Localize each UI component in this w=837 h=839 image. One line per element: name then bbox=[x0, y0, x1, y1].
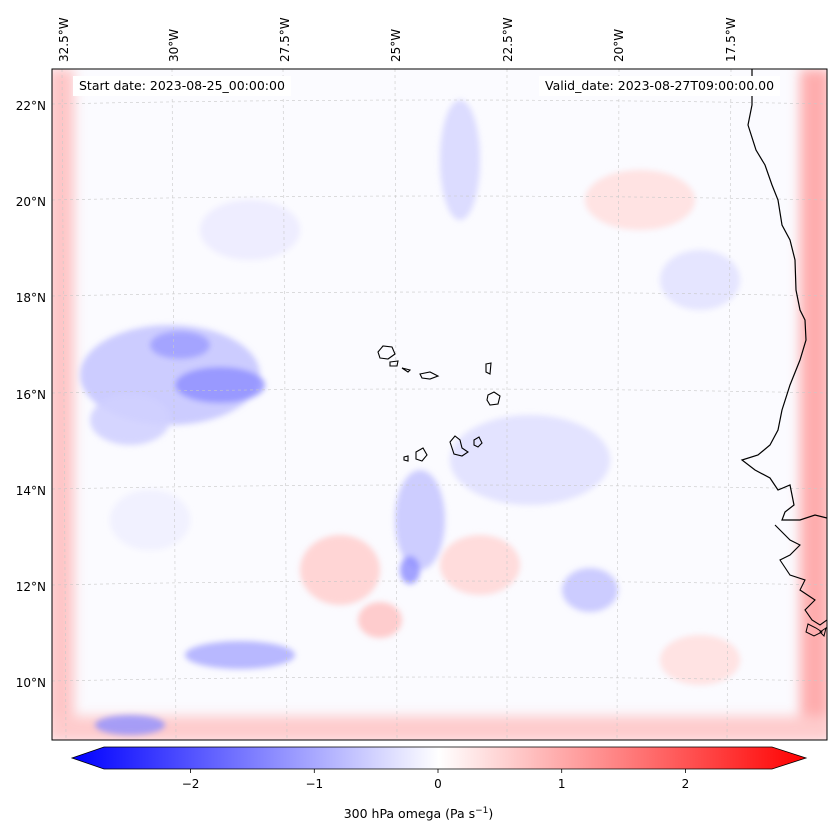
longitude-labels: 32.5°W 30°W 27.5°W 25°W 22.5°W 20°W 17.5… bbox=[57, 17, 738, 62]
lat-label: 10°N bbox=[16, 676, 46, 690]
colorbar: −2 −1 0 1 2 bbox=[70, 746, 808, 791]
colorbar-tick-label: −1 bbox=[305, 777, 323, 791]
latitude-labels: 22°N 20°N 18°N 16°N 14°N 12°N 10°N bbox=[16, 99, 46, 690]
africa-coastline bbox=[740, 69, 827, 521]
lon-label: 22.5°W bbox=[501, 17, 515, 62]
lat-label: 14°N bbox=[16, 484, 46, 498]
lon-label: 32.5°W bbox=[57, 17, 71, 62]
lon-label: 25°W bbox=[389, 29, 403, 62]
omega-field bbox=[52, 69, 827, 740]
lat-label: 18°N bbox=[16, 291, 46, 305]
colorbar-tick-label: 2 bbox=[682, 777, 690, 791]
lat-label: 20°N bbox=[16, 195, 46, 209]
colorbar-label-close: ) bbox=[488, 806, 494, 822]
start-date-label: Start date: 2023-08-25_00:00:00 bbox=[73, 76, 291, 96]
lon-label: 30°W bbox=[167, 29, 181, 62]
colorbar-tick-label: −2 bbox=[182, 777, 200, 791]
colorbar-label-text: 300 hPa omega (Pa s bbox=[343, 806, 476, 822]
lat-label: 16°N bbox=[16, 388, 46, 402]
lon-label: 20°W bbox=[612, 29, 626, 62]
valid-date-label: Valid_date: 2023-08-27T09:00:00.00 bbox=[539, 76, 781, 96]
lon-label: 27.5°W bbox=[278, 17, 292, 62]
colorbar-tick-label: 0 bbox=[434, 777, 442, 791]
colorbar-strip bbox=[70, 746, 808, 770]
lat-label: 22°N bbox=[16, 99, 46, 113]
map-frame bbox=[51, 68, 828, 741]
colorbar-ticks: −2 −1 0 1 2 bbox=[182, 769, 689, 791]
graticule bbox=[52, 69, 827, 740]
colorbar-label-unit-exponent: −1 bbox=[475, 806, 489, 816]
lat-label: 12°N bbox=[16, 580, 46, 594]
cape-verde-islands bbox=[377, 345, 501, 462]
colorbar-tick-label: 1 bbox=[558, 777, 566, 791]
lon-label: 17.5°W bbox=[724, 17, 738, 62]
colorbar-label: 300 hPa omega (Pa s−1) bbox=[0, 806, 837, 821]
